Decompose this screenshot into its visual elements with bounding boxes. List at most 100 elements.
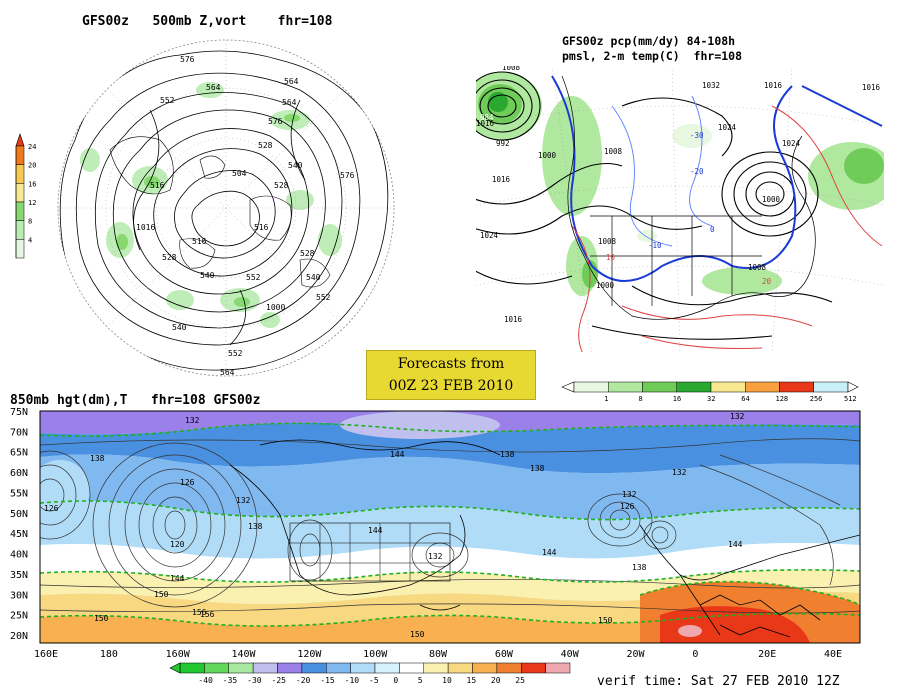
svg-text:144: 144 [170, 574, 185, 583]
colorbar-tick-label: 128 [776, 395, 789, 402]
lat-label: 65N [10, 448, 28, 459]
svg-text:1032: 1032 [702, 81, 720, 90]
svg-text:528: 528 [274, 181, 289, 190]
lon-label: 100W [363, 649, 388, 660]
svg-text:126: 126 [180, 478, 195, 487]
svg-text:144: 144 [368, 526, 383, 535]
lat-label: 35N [10, 570, 28, 581]
svg-text:0: 0 [710, 225, 715, 234]
svg-text:138: 138 [530, 464, 545, 473]
forecast-line2: 00Z 23 FEB 2010 [388, 378, 514, 394]
svg-text:150: 150 [410, 630, 425, 639]
svg-text:1016: 1016 [862, 83, 881, 92]
svg-text:992: 992 [496, 139, 510, 148]
svg-text:156: 156 [192, 608, 207, 617]
svg-text:1024: 1024 [480, 231, 499, 240]
colorbar-swatch [15, 183, 25, 203]
svg-text:576: 576 [180, 55, 195, 64]
svg-text:-10: -10 [648, 241, 662, 250]
lon-label: 40W [561, 649, 580, 660]
svg-text:552: 552 [228, 349, 243, 358]
upper-right-title-line2: pmsl, 2-m temp(C) fhr=108 [562, 49, 743, 63]
colorbar-tick-label: 16 [28, 180, 36, 188]
colorbar-tick-label: 25 [515, 676, 525, 685]
lon-label: 160E [34, 649, 58, 660]
svg-text:540: 540 [172, 323, 187, 332]
colorbar-tick-label: -30 [247, 676, 262, 685]
svg-text:528: 528 [258, 141, 273, 150]
svg-text:540: 540 [306, 273, 321, 282]
colorbar-tick-label: 5 [418, 676, 423, 685]
colorbar-tick-label: 0 [393, 676, 398, 685]
polar-contour-labels: 576 564 552 540 528 516 504 516 528 540 … [136, 55, 355, 377]
svg-text:-30: -30 [690, 131, 704, 140]
svg-text:20: 20 [762, 277, 772, 286]
svg-text:1008: 1008 [748, 263, 767, 272]
verif-time: verif time: Sat 27 FEB 2010 12Z [597, 674, 840, 689]
lon-label: 60W [495, 649, 514, 660]
svg-text:120: 120 [170, 540, 185, 549]
svg-text:540: 540 [200, 271, 215, 280]
svg-text:156: 156 [200, 610, 215, 619]
colorbar-tick-label: -15 [320, 676, 335, 685]
colorbar-swatch [15, 239, 25, 259]
precip-colorbar: 1 8 16 32 64 128 256 512 [561, 381, 859, 402]
lat-label: 75N [10, 407, 28, 418]
pcp-pmsl-map: 1008 1016 1024 984 992 1000 1008 1016 10… [476, 66, 884, 352]
colorbar-tick-label: 10 [442, 676, 452, 685]
svg-text:540: 540 [288, 161, 303, 170]
colorbar-tick-label: 20 [491, 676, 501, 685]
svg-text:150: 150 [154, 590, 169, 599]
forecast-line1: Forecasts from [397, 356, 505, 372]
svg-text:1000: 1000 [538, 151, 557, 160]
colorbar-swatch [573, 381, 609, 393]
svg-text:144: 144 [542, 548, 557, 557]
svg-text:528: 528 [162, 253, 177, 262]
colorbar-swatch [228, 662, 254, 674]
colorbar-tick-label: -5 [369, 676, 379, 685]
colorbar-swatch [496, 662, 522, 674]
colorbar-swatch [545, 662, 571, 674]
colorbar-tick-label: 15 [467, 676, 477, 685]
colorbar-tick-label: 16 [673, 395, 681, 402]
bottom-title: 850mb hgt(dm),T fhr=108 GFS00z [10, 393, 261, 408]
colorbar-swatch [350, 662, 376, 674]
temperature-colorbar: -40 -35 -30 -25 -20 -15 -10 -5 0 5 10 15 20 25 [169, 662, 571, 685]
lat-label: 25N [10, 611, 28, 622]
svg-text:126: 126 [620, 502, 635, 511]
colorbar-swatch [779, 381, 814, 393]
lon-label: 0 [692, 649, 698, 660]
svg-text:1000: 1000 [596, 281, 615, 290]
colorbar-swatch [15, 201, 25, 221]
colorbar-swatch [447, 662, 473, 674]
colorbar-tick-label: 8 [639, 395, 643, 402]
svg-text:132: 132 [428, 552, 443, 561]
polar-content [58, 40, 394, 376]
colorbar-tick-label: 1 [604, 395, 608, 402]
colorbar-tick-label: 4 [28, 236, 32, 244]
svg-text:132: 132 [185, 416, 200, 425]
svg-text:144: 144 [728, 540, 743, 549]
svg-text:528: 528 [300, 249, 315, 258]
svg-text:-20: -20 [690, 167, 704, 176]
colorbar-tick-label: 12 [28, 199, 36, 207]
colorbar-swatch [374, 662, 400, 674]
lat-label: 30N [10, 590, 28, 601]
svg-text:138: 138 [90, 454, 105, 463]
vorticity-colorbar: 24 20 16 12 8 4 [15, 133, 36, 259]
colorbar-swatch [15, 145, 25, 165]
polar-map: 576 564 552 540 528 516 504 516 528 540 … [57, 39, 395, 377]
svg-text:10: 10 [606, 253, 616, 262]
colorbar-swatch [252, 662, 278, 674]
svg-text:1008: 1008 [604, 147, 623, 156]
lat-label: 55N [10, 488, 28, 499]
svg-text:564: 564 [282, 98, 297, 107]
colorbar-swatch [301, 662, 327, 674]
svg-text:564: 564 [206, 83, 221, 92]
svg-text:564: 564 [284, 77, 299, 86]
colorbar-swatch [423, 662, 449, 674]
svg-text:144: 144 [390, 450, 405, 459]
colorbar-tick-label: -35 [223, 676, 238, 685]
svg-text:126: 126 [44, 504, 59, 513]
svg-text:576: 576 [340, 171, 355, 180]
